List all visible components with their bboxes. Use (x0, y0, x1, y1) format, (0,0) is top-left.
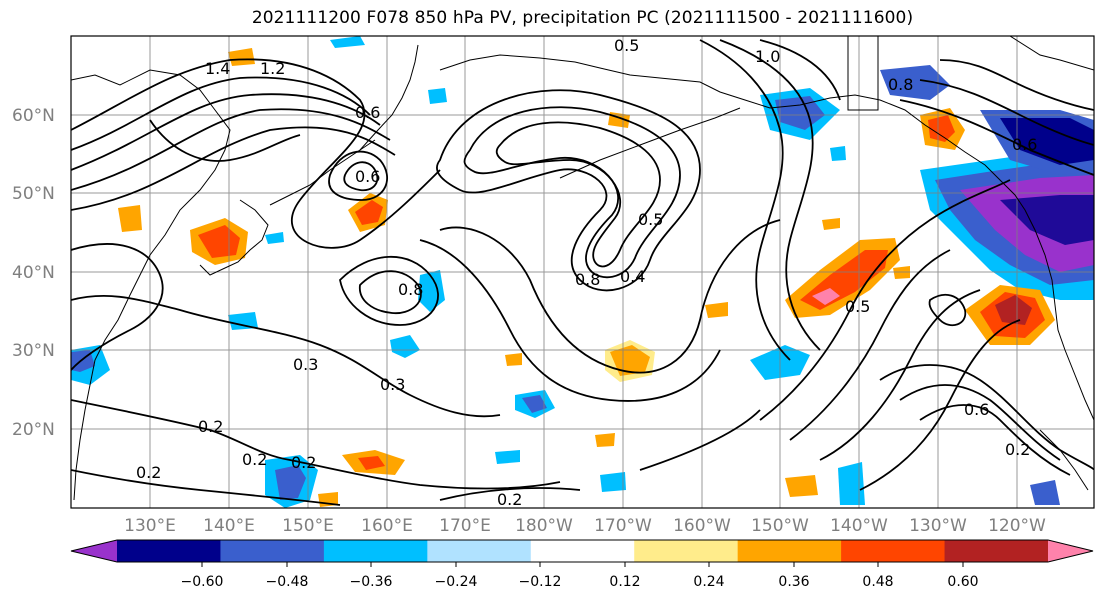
contour-label: 0.2 (1005, 440, 1030, 459)
colorbar-tick-label: 0.12 (609, 574, 640, 590)
lat-label: 20°N (12, 420, 55, 440)
lat-label: 50°N (12, 184, 55, 204)
colorbar-segment (737, 540, 842, 562)
pv-contours (71, 39, 1094, 506)
colorbar-tick-label: −0.48 (266, 574, 309, 590)
lon-label: 140°W (830, 516, 888, 536)
colorbar-tick-label: 0.60 (947, 574, 978, 590)
colorbar-extend-max (1048, 540, 1093, 562)
colorbar-tick-label: 0.48 (862, 574, 893, 590)
contour-label: 0.6 (355, 103, 380, 122)
contour-label: 0.6 (1012, 135, 1037, 154)
colorbar-segment (530, 540, 635, 562)
lat-label: 60°N (12, 106, 55, 126)
map-title: 2021111200 F078 850 hPa PV, precipitatio… (251, 8, 914, 28)
contour-label: 0.5 (638, 210, 663, 229)
contour-label: 0.6 (355, 167, 380, 186)
lon-label: 150°E (282, 516, 334, 536)
contour-label: 0.4 (620, 267, 645, 286)
colorbar-tick-label: −0.36 (350, 574, 393, 590)
lon-label: 160°E (361, 516, 413, 536)
lon-label: 180°W (515, 516, 573, 536)
lon-label: 130°W (909, 516, 967, 536)
colorbar: −0.60 −0.48 −0.36 −0.24 −0.12 0.12 0.24 … (70, 539, 1094, 590)
colorbar-tick-label: 0.24 (693, 574, 724, 590)
colorbar-tick-label: −0.60 (181, 574, 224, 590)
graticule (71, 36, 1094, 508)
precip-shading (71, 36, 1094, 508)
contour-label: 0.8 (398, 280, 423, 299)
colorbar-segment (944, 540, 1049, 562)
contour-label: 0.8 (575, 270, 600, 289)
contour-label: 0.8 (888, 75, 913, 94)
contour-label: 0.3 (293, 355, 318, 374)
contour-label: 0.3 (380, 375, 405, 394)
colorbar-segment (220, 540, 325, 562)
pv-contour-labels: 1.4 1.2 0.5 1.0 0.6 0.6 0.8 0.5 0.4 0.8 … (136, 36, 1037, 509)
contour-label: 0.5 (845, 297, 870, 316)
contour-label: 1.0 (755, 47, 780, 66)
contour-label: 0.2 (291, 453, 316, 472)
contour-label: 0.2 (136, 463, 161, 482)
lon-label: 150°W (751, 516, 809, 536)
colorbar-extend-min (71, 540, 117, 562)
contour-label: 0.6 (964, 400, 989, 419)
lon-label: 160°W (673, 516, 731, 536)
lon-label: 130°E (124, 516, 176, 536)
colorbar-tick-label: −0.24 (435, 574, 478, 590)
latitude-axis: 60°N 50°N 40°N 30°N 20°N (12, 106, 55, 440)
contour-label: 1.2 (260, 59, 285, 78)
contour-label: 0.2 (497, 490, 522, 509)
lat-label: 30°N (12, 341, 55, 361)
contour-label: 0.2 (242, 450, 267, 469)
lon-label: 120°W (988, 516, 1046, 536)
map-frame (70, 35, 1095, 509)
lon-label: 170°E (439, 516, 491, 536)
colorbar-segment (323, 540, 428, 562)
contour-label: 0.2 (198, 417, 223, 436)
lon-label: 170°W (594, 516, 652, 536)
colorbar-tick-label: 0.36 (778, 574, 809, 590)
map-panel (71, 36, 1094, 508)
colorbar-outline (70, 539, 1094, 563)
lon-label: 140°E (203, 516, 255, 536)
colorbar-segment (427, 540, 532, 562)
colorbar-segment (634, 540, 739, 562)
lat-label: 40°N (12, 263, 55, 283)
colorbar-segment (117, 540, 221, 562)
contour-label: 1.4 (205, 59, 230, 78)
colorbar-segment (841, 540, 946, 562)
contour-label: 0.5 (614, 36, 639, 55)
colorbar-tick-label: −0.12 (519, 574, 562, 590)
longitude-axis: 130°E 140°E 150°E 160°E 170°E 180°W 170°… (124, 516, 1046, 536)
